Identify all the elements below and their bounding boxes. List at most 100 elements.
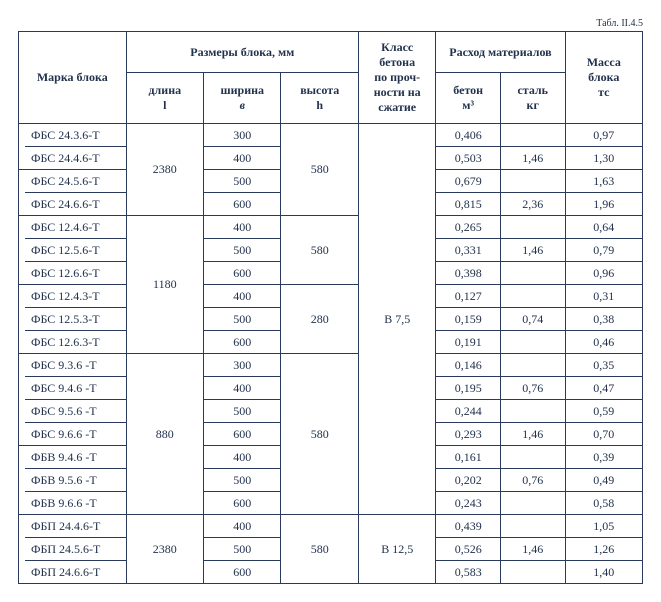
list-item: 0,49 xyxy=(566,468,642,491)
cell-beton: 0,127 0,159 0,191 xyxy=(436,285,501,354)
list-item: 600 xyxy=(204,560,280,583)
empty-cell xyxy=(501,330,565,353)
cell-mass: 0,64 0,79 0,96 xyxy=(565,216,642,285)
list-item: 1,30 xyxy=(566,146,642,169)
list-item: 0,46 xyxy=(566,330,642,353)
list-item: 0,35 xyxy=(566,354,642,376)
list-item: 0,243 xyxy=(436,491,500,514)
hdr-steel: сталь кг xyxy=(500,73,565,124)
list-item: 0,526 xyxy=(436,537,500,560)
hdr-class-l1: Класс бетона xyxy=(379,40,415,69)
cell-name: ФБС 9.3.6 -Т ФБС 9.4.6 -Т ФБС 9.5.6 -Т Ф… xyxy=(19,354,127,446)
hdr-mass-l2: блока xyxy=(588,70,619,84)
hdr-len-l2: l xyxy=(163,98,166,112)
list-item: ФБС 12.5.6-Т xyxy=(25,238,126,261)
list-item: 0,59 xyxy=(566,399,642,422)
hdr-steel-l2: кг xyxy=(527,98,539,112)
cell-width: 400 500 600 xyxy=(204,515,281,584)
list-item: 0,97 xyxy=(566,124,642,146)
list-item: ФБС 9.5.6 -Т xyxy=(25,399,126,422)
list-item: 0,439 xyxy=(436,515,500,537)
hdr-len: длина l xyxy=(126,73,203,124)
list-item: 600 xyxy=(204,261,280,284)
list-item: 0,47 xyxy=(566,376,642,399)
list-item: 0,161 xyxy=(436,446,500,468)
list-item: 400 xyxy=(204,285,280,307)
cell-steel: 0,76 1,46 xyxy=(500,354,565,446)
list-item: ФБП 24.6.6-Т xyxy=(25,560,126,583)
cell-name: ФБП 24.4.6-Т ФБП 24.5.6-Т ФБП 24.6.6-Т xyxy=(19,515,127,584)
list-item: ФБП 24.4.6-Т xyxy=(25,515,126,537)
list-item: 400 xyxy=(204,216,280,238)
cell-name: ФБС 24.3.6-Т ФБС 24.4.6-Т xyxy=(19,124,127,170)
empty-cell xyxy=(501,261,565,284)
table-row: ФБС 12.4.6-Т ФБС 12.5.6-Т ФБС 12.6.6-Т 1… xyxy=(19,216,643,285)
cell-height: 280 xyxy=(281,285,358,354)
list-item: ФБС 12.6.3-Т xyxy=(25,330,126,353)
list-item: ФБВ 9.4.6 -Т xyxy=(25,446,126,468)
list-item: 400 xyxy=(204,146,280,169)
cell-name: ФБС 12.4.6-Т ФБС 12.5.6-Т ФБС 12.6.6-Т xyxy=(19,216,127,285)
empty-cell xyxy=(501,399,565,422)
list-item: 0,127 xyxy=(436,285,500,307)
list-item: ФБС 24.3.6-Т xyxy=(25,124,126,146)
list-item: 0,202 xyxy=(436,468,500,491)
empty-cell xyxy=(501,216,565,238)
list-item: 600 xyxy=(204,422,280,445)
list-item: 2,36 xyxy=(501,192,565,215)
list-item: 400 xyxy=(204,515,280,537)
list-item: ФБС 24.6.6-Т xyxy=(25,192,126,215)
cell-name: ФБС 12.4.3-Т ФБС 12.5.3-Т ФБС 12.6.3-Т xyxy=(19,285,127,354)
empty-cell xyxy=(501,560,565,583)
hdr-class-l3: ности на xyxy=(374,85,421,99)
hdr-name: Марка блока xyxy=(19,32,127,124)
empty-cell xyxy=(501,491,565,514)
cell-mass: 1,63 1,96 xyxy=(565,170,642,216)
cell-len: 2380 xyxy=(126,515,203,584)
hdr-beton-l2: м³ xyxy=(462,98,474,112)
list-item: 0,76 xyxy=(501,468,565,491)
list-item: 500 xyxy=(204,307,280,330)
cell-name: ФБВ 9.4.6 -Т ФБВ 9.5.6 -Т ФБВ 9.6.6 -Т xyxy=(19,446,127,515)
hdr-mass: Масса блока тс xyxy=(565,32,642,124)
list-item: ФБВ 9.5.6 -Т xyxy=(25,468,126,491)
list-item: 300 xyxy=(204,124,280,146)
list-item: 0,96 xyxy=(566,261,642,284)
list-item: 0,331 xyxy=(436,238,500,261)
cell-mass: 0,31 0,38 0,46 xyxy=(565,285,642,354)
hdr-class-l2: по проч- xyxy=(374,70,420,84)
list-item: ФБС 12.6.6-Т xyxy=(25,261,126,284)
list-item: 0,146 xyxy=(436,354,500,376)
table-row: ФБС 12.4.3-Т ФБС 12.5.3-Т ФБС 12.6.3-Т 4… xyxy=(19,285,643,354)
list-item: 0,70 xyxy=(566,422,642,445)
hdr-mass-l1: Масса xyxy=(587,55,621,69)
cell-beton: 0,679 0,815 xyxy=(436,170,501,216)
list-item: 0,583 xyxy=(436,560,500,583)
list-item: 0,31 xyxy=(566,285,642,307)
hdr-hei-l1: высота xyxy=(300,83,339,97)
list-item: 0,398 xyxy=(436,261,500,284)
hdr-len-l1: длина xyxy=(148,83,181,97)
hdr-steel-l1: сталь xyxy=(517,83,548,97)
cell-beton: 0,146 0,195 0,244 0,293 xyxy=(436,354,501,446)
list-item: 500 xyxy=(204,468,280,491)
cell-mass: 0,35 0,47 0,59 0,70 xyxy=(565,354,642,446)
cell-width: 400 500 600 xyxy=(204,285,281,354)
list-item: 0,406 xyxy=(436,124,500,146)
table-row: ФБС 9.3.6 -Т ФБС 9.4.6 -Т ФБС 9.5.6 -Т Ф… xyxy=(19,354,643,446)
hdr-class-l4: сжатие xyxy=(378,100,416,114)
table-row: ФБС 24.3.6-Т ФБС 24.4.6-Т 2380 300 400 5… xyxy=(19,124,643,170)
list-item: 1,96 xyxy=(566,192,642,215)
list-item: 400 xyxy=(204,376,280,399)
cell-beton: 0,439 0,526 0,583 xyxy=(436,515,501,584)
list-item: ФБС 24.5.6-Т xyxy=(25,170,126,192)
list-item: 0,815 xyxy=(436,192,500,215)
list-item: 600 xyxy=(204,192,280,215)
hdr-hei: высота h xyxy=(281,73,358,124)
cell-width: 400 500 600 xyxy=(204,216,281,285)
table-body: ФБС 24.3.6-Т ФБС 24.4.6-Т 2380 300 400 5… xyxy=(19,124,643,584)
cell-steel: 0,76 xyxy=(500,446,565,515)
empty-cell xyxy=(501,515,565,537)
list-item: 0,191 xyxy=(436,330,500,353)
cell-width: 300 400 500 600 xyxy=(204,354,281,446)
